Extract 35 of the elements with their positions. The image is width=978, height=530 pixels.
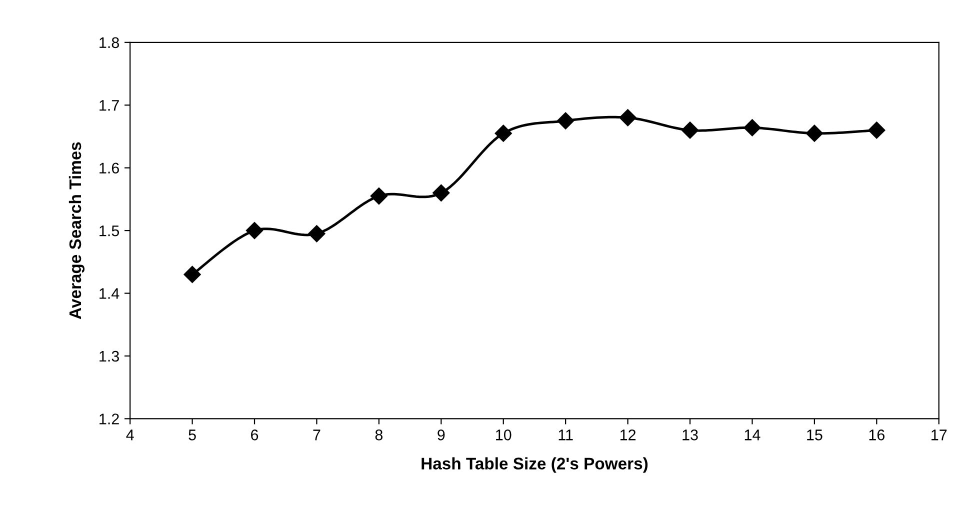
x-tick-label: 8 (375, 430, 383, 440)
point (246, 222, 264, 240)
point (494, 124, 512, 142)
x-tick-label: 15 (807, 430, 822, 440)
x-tick-label: 17 (932, 430, 947, 440)
x-tick-label: 6 (251, 430, 258, 440)
x-tick-label: 5 (188, 430, 196, 440)
x-tick-label: 14 (744, 430, 760, 440)
point (370, 188, 388, 205)
y-axis-title: Average Search Times (68, 142, 85, 320)
point (432, 184, 450, 202)
y-tick-label: 1.8 (100, 37, 119, 48)
point (619, 109, 636, 126)
point (744, 119, 761, 136)
point (681, 122, 699, 139)
y-tick-label: 1.3 (100, 350, 119, 362)
x-tick-label: 7 (313, 430, 320, 440)
y-tick-label: 1.4 (100, 288, 120, 299)
y-tick-label: 1.5 (100, 226, 120, 236)
point (557, 112, 574, 130)
y-tick-label: 1.6 (100, 162, 119, 174)
x-tick-label: 12 (620, 430, 636, 440)
x-tick-label: 9 (438, 430, 445, 440)
x-tick-label: 11 (558, 430, 573, 440)
point (806, 124, 823, 142)
point (308, 225, 326, 242)
x-axis-title: Hash Table Size (2's Powers) (422, 457, 648, 473)
point (868, 122, 886, 139)
point (184, 266, 201, 284)
x-tick-label: 13 (682, 430, 698, 440)
y-tick-label: 1.2 (100, 414, 119, 424)
x-tick-label: 4 (126, 430, 134, 440)
x-tick-label: 16 (869, 430, 884, 440)
x-tick-label: 10 (496, 430, 512, 440)
y-tick-label: 1.7 (100, 100, 119, 111)
